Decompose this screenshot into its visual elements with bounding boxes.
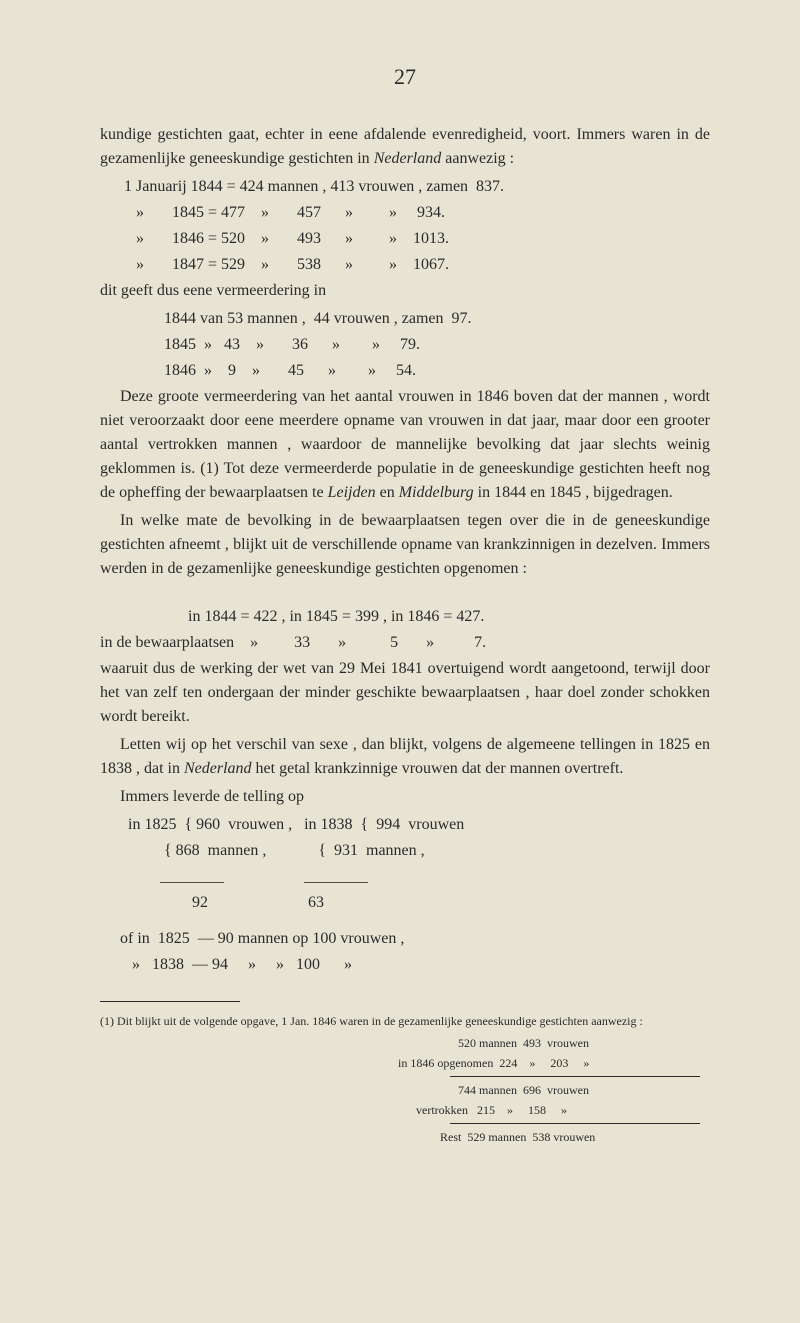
table1-r1: 1 Januarij 1844 = 424 mannen , 413 vrouw… <box>100 175 710 199</box>
table4-r2: { 868 mannen , { 931 mannen , <box>100 839 710 863</box>
para-1: kundige gestichten gaat, echter in eene … <box>100 123 710 171</box>
para-2-italic2: Middelburg <box>399 484 474 501</box>
table4-r4: of in 1825 — 90 mannen op 100 vrouwen , <box>100 927 710 951</box>
table1-r4: » 1847 = 529 » 538 » » 1067. <box>100 253 710 277</box>
table4-r5: » 1838 — 94 » » 100 » <box>100 953 710 977</box>
table2-r1: 1844 van 53 mannen , 44 vrouwen , zamen … <box>100 307 710 331</box>
footnote-r4: vertrokken 215 » 158 » <box>380 1101 710 1119</box>
footnote-div2 <box>450 1123 700 1124</box>
table3-r1: in 1844 = 422 , in 1845 = 399 , in 1846 … <box>100 605 710 629</box>
para-2-end: in 1844 en 1845 , bijgedragen. <box>474 484 673 501</box>
footnote-r3: 744 mannen 696 vrouwen <box>380 1081 710 1099</box>
table4-r1: in 1825 { 960 vrouwen , in 1838 { 994 vr… <box>100 813 710 837</box>
page-number: 27 <box>100 60 710 93</box>
footnote: (1) Dit blijkt uit de volgende opgave, 1… <box>100 1012 710 1146</box>
line-6: Immers leverde de telling op <box>100 785 710 809</box>
footnote-div1 <box>450 1076 700 1077</box>
footnote-line1: (1) Dit blijkt uit de volgende opgave, 1… <box>100 1012 710 1030</box>
para-5-b: het getal krank­zinnige vrouwen dat der … <box>252 760 624 777</box>
table2-r2: 1845 » 43 » 36 » » 79. <box>100 333 710 357</box>
para-2-mid: en <box>376 484 399 501</box>
footnote-r5: Rest 529 mannen 538 vrouwen <box>380 1128 710 1146</box>
para-1-italic: Nederland <box>374 150 442 167</box>
footnote-r2: in 1846 opgenomen 224 » 203 » <box>380 1054 710 1072</box>
table3-r2: in de bewaarplaatsen » 33 » 5 » 7. <box>100 631 710 655</box>
para-4: waaruit dus de werking der wet van 29 Me… <box>100 657 710 729</box>
footnote-r1: 520 mannen 493 vrouwen <box>380 1034 710 1052</box>
table4-r3: 92 63 <box>100 891 710 915</box>
table1-r3: » 1846 = 520 » 493 » » 1013. <box>100 227 710 251</box>
table2-r3: 1846 » 9 » 45 » » 54. <box>100 359 710 383</box>
para-2-italic1: Leijden <box>328 484 376 501</box>
para-5-italic: Nederland <box>184 760 252 777</box>
para-3: In welke mate de bevolking in de bewaarp… <box>100 509 710 581</box>
footnote-divider <box>100 1001 240 1002</box>
para-2: Deze groote vermeerdering van het aantal… <box>100 385 710 505</box>
table1-r2: » 1845 = 477 » 457 » » 934. <box>100 201 710 225</box>
para-5: Letten wij op het verschil van sexe , da… <box>100 733 710 781</box>
line-2: dit geeft dus eene vermeerdering in <box>100 279 710 303</box>
table4-divider: ________ ________ <box>100 865 710 889</box>
para-1-end: aanwezig : <box>441 150 514 167</box>
